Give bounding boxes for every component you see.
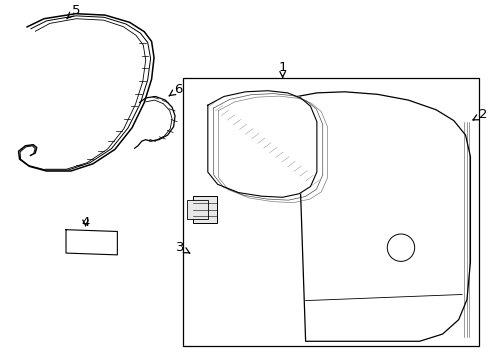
Text: 1: 1 bbox=[278, 61, 286, 77]
Polygon shape bbox=[297, 92, 469, 341]
Text: 5: 5 bbox=[67, 4, 80, 19]
Bar bbox=[187, 200, 207, 219]
Text: 4: 4 bbox=[81, 216, 90, 229]
Bar bbox=[183, 78, 478, 346]
Polygon shape bbox=[207, 91, 316, 197]
Text: 2: 2 bbox=[472, 108, 487, 121]
Text: 3: 3 bbox=[175, 241, 189, 254]
Bar bbox=[193, 196, 216, 223]
Text: 6: 6 bbox=[169, 83, 183, 96]
